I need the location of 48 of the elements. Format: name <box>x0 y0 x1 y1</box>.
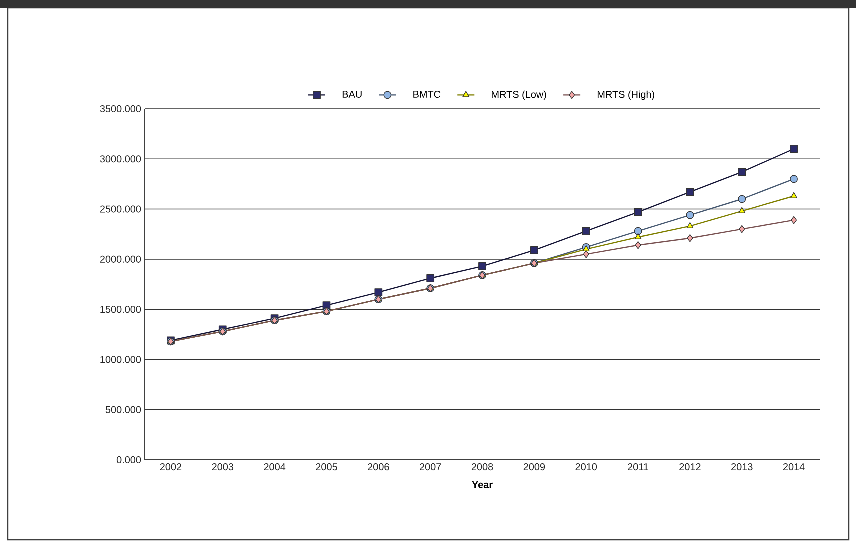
x-tick-label: 2010 <box>576 464 598 471</box>
x-tick-label: 2009 <box>524 464 546 471</box>
point <box>634 208 642 216</box>
legend-label: BMTC <box>414 90 441 98</box>
point <box>478 262 486 270</box>
x-tick-label: 2007 <box>420 464 442 471</box>
point <box>582 227 590 236</box>
x-tick-label: 2013 <box>732 464 753 471</box>
x-tick-label: 2005 <box>316 464 338 471</box>
point <box>634 233 642 240</box>
x-tick-label: 2012 <box>680 464 701 471</box>
point <box>374 288 383 296</box>
point <box>530 246 538 254</box>
point <box>687 234 694 242</box>
point <box>635 241 642 250</box>
point <box>738 207 746 214</box>
y-tick-label: 500.000 <box>106 406 142 414</box>
point <box>634 227 642 236</box>
y-tick-label: 2500.000 <box>100 206 142 213</box>
y-tick-label: 0.000 <box>116 456 142 464</box>
x-tick-label: 2008 <box>472 464 494 471</box>
legend-label: BAU <box>342 91 362 98</box>
point <box>686 211 694 220</box>
x-tick-label: 2011 <box>628 464 649 471</box>
point <box>738 168 746 176</box>
x-tick-label: 2006 <box>368 464 390 471</box>
point <box>738 195 746 204</box>
point <box>790 192 798 198</box>
legend-label: MRTS (High) <box>598 90 654 100</box>
point <box>790 175 798 184</box>
y-tick-label: 3500.000 <box>100 105 142 113</box>
point <box>790 145 798 154</box>
point <box>686 222 694 228</box>
y-tick-label: 2000.000 <box>100 256 142 263</box>
y-tick-label: 1500.000 <box>100 306 142 314</box>
legend-label: MRTS (Low) <box>492 90 546 100</box>
point <box>686 188 694 196</box>
x-tick-label: 2004 <box>264 464 286 471</box>
y-tick-label: 1000.000 <box>100 356 142 364</box>
point <box>583 250 590 258</box>
point <box>739 225 746 234</box>
point <box>426 274 435 282</box>
x-tick-label: 2002 <box>160 464 182 471</box>
point <box>791 216 798 224</box>
x-axis-title: Year <box>472 481 493 488</box>
y-tick-label: 3000.000 <box>100 156 142 163</box>
x-tick-label: 2003 <box>212 464 234 471</box>
x-tick-label: 2014 <box>783 464 805 471</box>
